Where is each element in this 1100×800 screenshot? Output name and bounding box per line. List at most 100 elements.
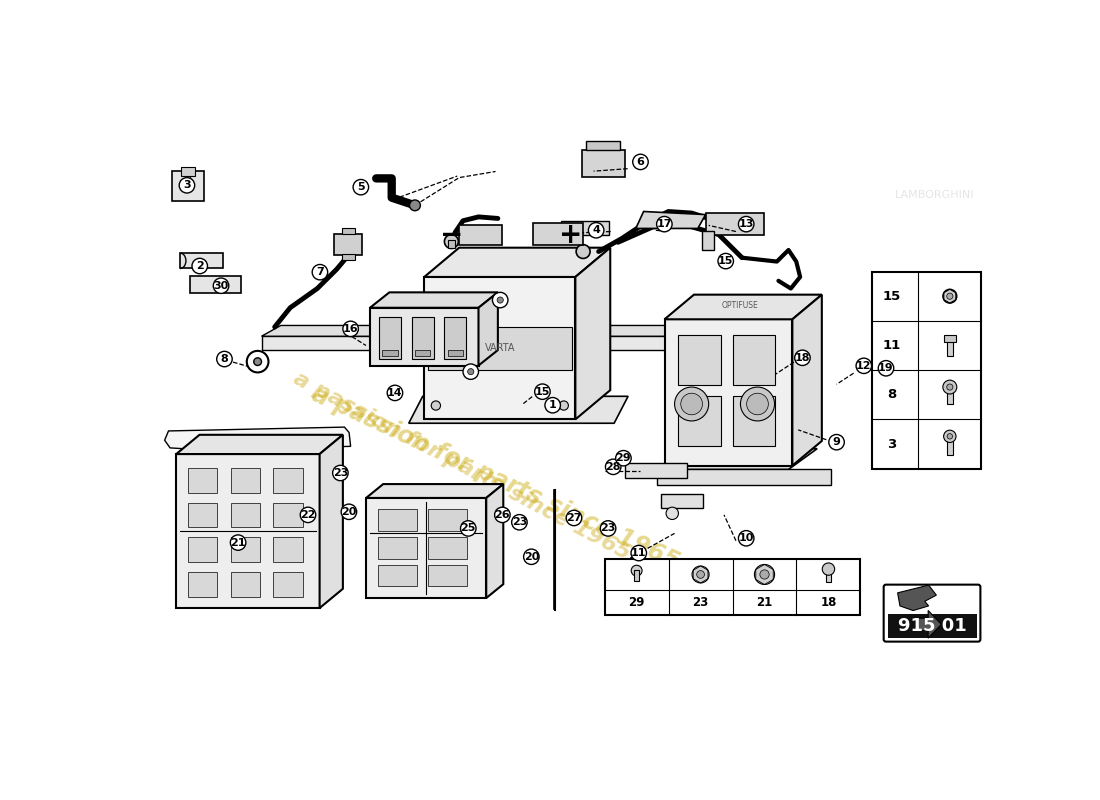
Bar — [377, 510, 417, 531]
Bar — [273, 502, 303, 527]
Polygon shape — [409, 396, 628, 423]
Text: 18: 18 — [794, 353, 811, 363]
Bar — [561, 221, 609, 234]
Text: 27: 27 — [566, 513, 582, 523]
Bar — [448, 240, 455, 248]
Polygon shape — [176, 435, 343, 454]
Bar — [231, 538, 260, 562]
Circle shape — [657, 217, 672, 232]
Bar — [635, 570, 639, 581]
Bar — [733, 396, 775, 446]
Bar — [586, 141, 620, 150]
Circle shape — [943, 380, 957, 394]
Text: 5: 5 — [358, 182, 365, 192]
Circle shape — [300, 507, 316, 522]
Polygon shape — [370, 292, 498, 308]
Text: 22: 22 — [300, 510, 316, 520]
Text: 15: 15 — [535, 386, 550, 397]
Circle shape — [828, 434, 845, 450]
Bar — [459, 226, 502, 245]
Circle shape — [856, 358, 871, 374]
Circle shape — [431, 401, 440, 410]
Text: a passion for parts since 1965: a passion for parts since 1965 — [289, 368, 634, 563]
Bar — [944, 335, 956, 342]
Circle shape — [409, 200, 420, 210]
Text: 20: 20 — [524, 552, 539, 562]
Circle shape — [535, 384, 550, 399]
Bar — [428, 538, 466, 558]
Circle shape — [738, 217, 754, 232]
Text: 21: 21 — [757, 596, 772, 609]
Bar — [947, 390, 953, 404]
Polygon shape — [575, 248, 611, 419]
Text: 23: 23 — [693, 596, 708, 609]
Circle shape — [353, 179, 369, 195]
Text: 10: 10 — [738, 534, 754, 543]
Circle shape — [497, 297, 504, 303]
Bar — [273, 538, 303, 562]
Bar — [188, 538, 218, 562]
Circle shape — [738, 530, 754, 546]
Bar — [190, 276, 241, 293]
Text: 3: 3 — [888, 438, 896, 450]
Circle shape — [566, 510, 582, 526]
Circle shape — [192, 258, 208, 274]
Circle shape — [631, 546, 647, 561]
Bar — [679, 396, 722, 446]
Text: 7: 7 — [316, 267, 323, 277]
Bar — [444, 317, 466, 359]
Text: 1: 1 — [549, 400, 557, 410]
Circle shape — [463, 364, 478, 379]
FancyBboxPatch shape — [883, 585, 980, 642]
Polygon shape — [165, 427, 351, 450]
Text: 21: 21 — [230, 538, 245, 547]
Polygon shape — [425, 248, 610, 277]
Circle shape — [559, 401, 569, 410]
Circle shape — [524, 549, 539, 565]
Polygon shape — [918, 610, 942, 638]
Bar — [947, 341, 953, 356]
Circle shape — [544, 398, 560, 413]
Circle shape — [461, 521, 476, 536]
Circle shape — [878, 361, 893, 376]
Bar — [888, 614, 977, 638]
Circle shape — [823, 563, 835, 575]
Circle shape — [740, 387, 774, 421]
Circle shape — [230, 535, 245, 550]
Text: 12: 12 — [856, 361, 871, 371]
Bar — [273, 468, 303, 493]
Bar — [377, 565, 417, 586]
Text: OPTIFUSE: OPTIFUSE — [722, 301, 758, 310]
Polygon shape — [486, 484, 504, 598]
Bar — [342, 254, 354, 260]
Circle shape — [444, 234, 459, 249]
Circle shape — [681, 394, 703, 414]
Bar — [679, 334, 722, 385]
Circle shape — [588, 222, 604, 238]
Polygon shape — [636, 211, 705, 229]
Text: 20: 20 — [341, 507, 356, 517]
Circle shape — [179, 178, 195, 193]
Text: 17: 17 — [657, 219, 672, 229]
Bar — [231, 572, 260, 597]
Polygon shape — [366, 484, 504, 498]
Circle shape — [493, 292, 508, 308]
Polygon shape — [320, 435, 343, 608]
Bar — [872, 352, 895, 364]
Bar — [428, 565, 466, 586]
Text: 28: 28 — [605, 462, 620, 472]
Text: 19: 19 — [878, 363, 894, 374]
Bar — [334, 234, 362, 255]
Text: 18: 18 — [821, 596, 837, 609]
Circle shape — [616, 450, 631, 466]
Text: 25: 25 — [461, 523, 476, 534]
Bar — [377, 538, 417, 558]
Bar — [872, 271, 981, 469]
Bar — [180, 253, 222, 269]
Circle shape — [760, 570, 769, 579]
Text: 14: 14 — [387, 388, 403, 398]
Text: 9: 9 — [833, 437, 840, 447]
Bar — [379, 317, 401, 359]
Text: 15: 15 — [718, 256, 734, 266]
Bar — [826, 570, 830, 582]
